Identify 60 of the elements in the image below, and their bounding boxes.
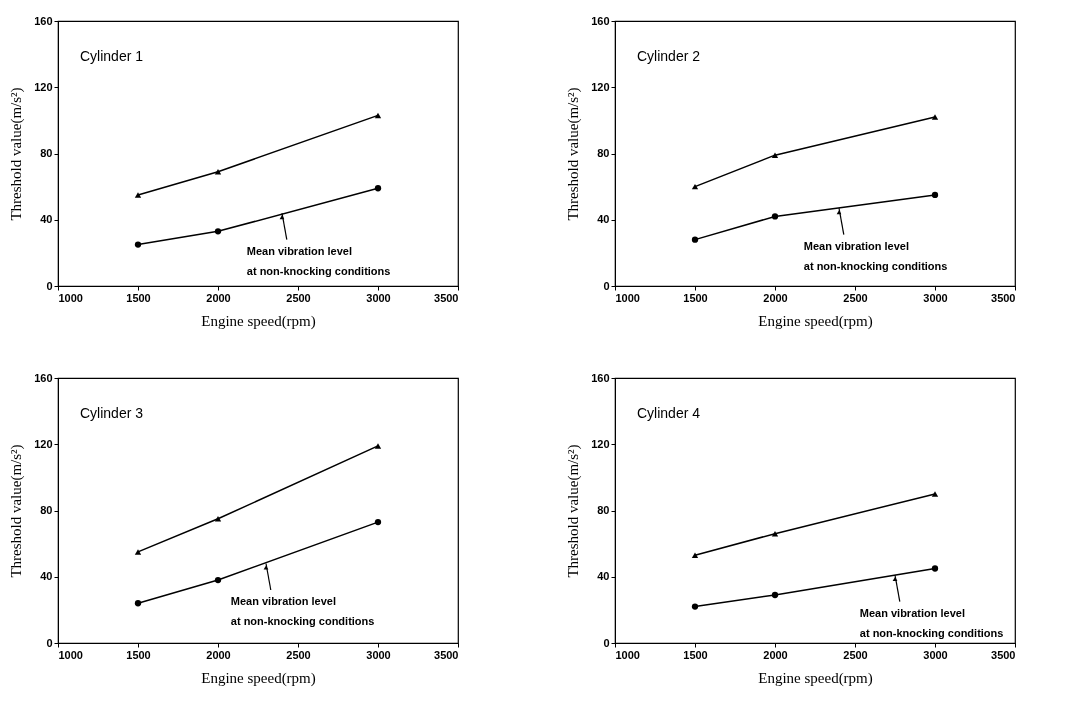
x-tick-label: 1000 bbox=[615, 648, 640, 661]
text: Cylinder 2 bbox=[637, 48, 701, 64]
annotation: Mean vibration level at non-knocking conditions bbox=[803, 239, 948, 272]
x-tick-label: 2000 bbox=[206, 291, 231, 304]
x-tick-label: 3000 bbox=[923, 291, 948, 304]
y-tick-label: 40 bbox=[40, 213, 53, 226]
annotation: Mean vibration level at non-knocking conditions bbox=[230, 595, 375, 627]
x-tick-label: 1000 bbox=[615, 291, 640, 304]
x-tick-label: 2000 bbox=[206, 648, 231, 661]
y-tick-label: 160 bbox=[34, 371, 53, 384]
y-tick-label: 160 bbox=[591, 371, 610, 384]
x-tick-label: 1000 bbox=[58, 648, 83, 661]
annotation: Mean vibration level at non-knocking conditions bbox=[859, 606, 1004, 639]
y-tick-label: 160 bbox=[34, 14, 53, 27]
y-tick-label: 120 bbox=[591, 80, 610, 93]
y-tick-label: 120 bbox=[34, 80, 53, 93]
y-tick-label: 80 bbox=[597, 504, 610, 516]
y-tick-label: 80 bbox=[40, 147, 53, 159]
y-tick-label: 0 bbox=[46, 636, 53, 649]
x-tick-label: 1500 bbox=[683, 291, 708, 304]
x-tick-label: 3500 bbox=[434, 291, 459, 304]
x-axis-title: Engine speed(rpm) bbox=[758, 312, 873, 330]
x-tick-label: 1500 bbox=[126, 648, 151, 661]
text: Cylinder 4 bbox=[637, 405, 701, 421]
y-tick-label: 0 bbox=[603, 636, 610, 649]
x-tick-label: 2500 bbox=[843, 291, 868, 304]
y-tick-label: 80 bbox=[597, 147, 610, 159]
x-axis-title: Engine speed(rpm) bbox=[201, 669, 316, 687]
y-tick-label: 120 bbox=[34, 437, 53, 450]
annotation: Mean vibration level at non-knocking conditions bbox=[246, 244, 391, 277]
y-tick-label: 0 bbox=[603, 279, 610, 292]
text: Cylinder 3 bbox=[80, 405, 144, 421]
y-axis-title: Threshold value(m/s²) bbox=[8, 87, 26, 221]
y-axis-title: Threshold value(m/s²) bbox=[8, 444, 26, 578]
x-tick-label: 1500 bbox=[683, 648, 708, 661]
x-tick-label: 2500 bbox=[286, 291, 311, 304]
x-tick-label: 3000 bbox=[366, 291, 391, 304]
x-tick-label: 3000 bbox=[366, 648, 391, 661]
x-tick-label: 2000 bbox=[763, 291, 788, 304]
y-tick-label: 40 bbox=[40, 570, 53, 583]
x-tick-label: 2500 bbox=[843, 648, 868, 661]
x-tick-label: 3500 bbox=[991, 291, 1016, 304]
y-tick-label: 40 bbox=[597, 213, 610, 226]
x-tick-label: 1000 bbox=[58, 291, 83, 304]
x-tick-label: 2000 bbox=[763, 648, 788, 661]
x-tick-label: 1500 bbox=[126, 291, 151, 304]
y-tick-label: 40 bbox=[597, 570, 610, 583]
y-axis-title: Threshold value(m/s²) bbox=[565, 444, 583, 578]
x-axis-title: Engine speed(rpm) bbox=[758, 669, 873, 687]
y-tick-label: 0 bbox=[46, 279, 53, 292]
x-tick-label: 3500 bbox=[991, 648, 1016, 661]
y-tick-label: 120 bbox=[591, 437, 610, 450]
y-tick-label: 160 bbox=[591, 14, 610, 27]
x-axis-title: Engine speed(rpm) bbox=[201, 312, 316, 330]
x-tick-label: 3500 bbox=[434, 648, 459, 661]
text: Cylinder 1 bbox=[80, 48, 144, 64]
y-axis-title: Threshold value(m/s²) bbox=[565, 87, 583, 221]
y-tick-label: 80 bbox=[40, 504, 53, 516]
x-tick-label: 3000 bbox=[923, 648, 948, 661]
x-tick-label: 2500 bbox=[286, 648, 311, 661]
